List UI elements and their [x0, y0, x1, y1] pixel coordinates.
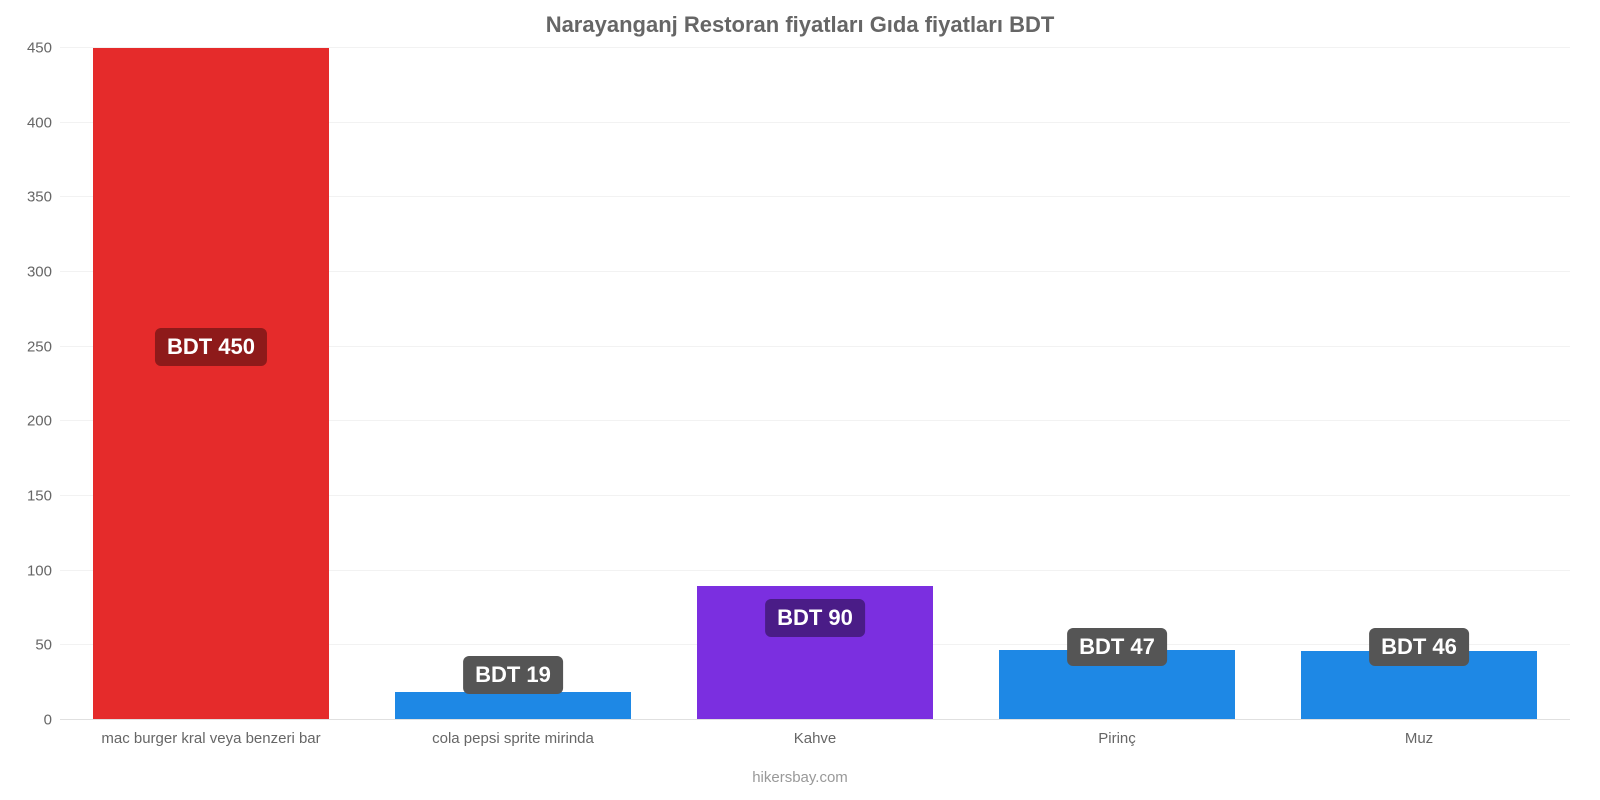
bar	[395, 692, 631, 720]
x-axis-baseline	[60, 719, 1570, 720]
bar-slot: cola pepsi sprite mirindaBDT 19	[362, 48, 664, 720]
bar-slot: MuzBDT 46	[1268, 48, 1570, 720]
value-badge: BDT 46	[1369, 628, 1469, 666]
y-tick-label: 400	[27, 114, 60, 131]
category-label: mac burger kral veya benzeri bar	[101, 720, 320, 747]
y-tick-label: 450	[27, 40, 60, 57]
category-label: Muz	[1405, 720, 1433, 747]
y-tick-label: 150	[27, 488, 60, 505]
category-label: Kahve	[794, 720, 837, 747]
category-label: Pirinç	[1098, 720, 1136, 747]
category-label: cola pepsi sprite mirinda	[432, 720, 594, 747]
y-tick-label: 250	[27, 338, 60, 355]
y-tick-label: 200	[27, 413, 60, 430]
bar-slot: PirinçBDT 47	[966, 48, 1268, 720]
chart-title: Narayanganj Restoran fiyatları Gıda fiya…	[0, 12, 1600, 38]
value-badge: BDT 47	[1067, 628, 1167, 666]
bar-slot: mac burger kral veya benzeri barBDT 450	[60, 48, 362, 720]
y-tick-label: 0	[44, 712, 60, 729]
price-bar-chart: Narayanganj Restoran fiyatları Gıda fiya…	[0, 0, 1600, 800]
plot-area: mac burger kral veya benzeri barBDT 450c…	[60, 48, 1570, 720]
y-tick-label: 350	[27, 189, 60, 206]
y-tick-label: 300	[27, 264, 60, 281]
value-badge: BDT 450	[155, 328, 267, 366]
y-tick-label: 50	[35, 637, 60, 654]
attribution-text: hikersbay.com	[0, 769, 1600, 786]
y-tick-label: 100	[27, 562, 60, 579]
bar	[93, 48, 329, 720]
bars-container: mac burger kral veya benzeri barBDT 450c…	[60, 48, 1570, 720]
value-badge: BDT 19	[463, 656, 563, 694]
value-badge: BDT 90	[765, 599, 865, 637]
bar-slot: KahveBDT 90	[664, 48, 966, 720]
